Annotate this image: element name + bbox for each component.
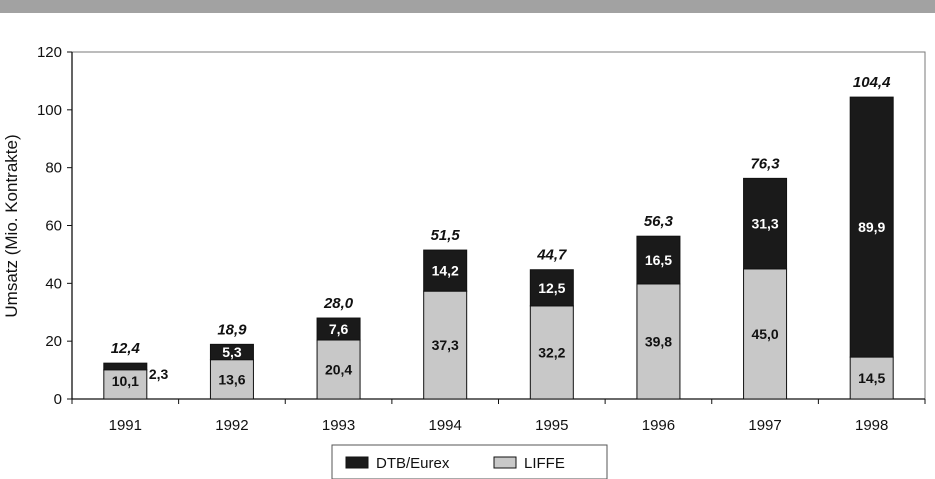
y-tick-label: 20: [45, 333, 62, 350]
bar-total-label: 12,4: [111, 340, 141, 357]
bar-dtb-eurex: [103, 362, 148, 371]
bar-dtb-eurex: [423, 249, 468, 292]
x-tick-label: 1994: [429, 417, 462, 434]
data-label-liffe: 10,1: [112, 373, 139, 389]
y-tick-label: 60: [45, 218, 62, 235]
x-tick-label: 1993: [322, 417, 355, 434]
bar-liffe: [529, 305, 574, 400]
x-tick-label: 1996: [642, 417, 675, 434]
bar-liffe: [316, 339, 361, 400]
legend-label: LIFFE: [524, 455, 565, 472]
bar-dtb-eurex: [316, 317, 361, 341]
data-label-dtb-eurex: 2,3: [149, 366, 169, 382]
data-label-dtb-eurex: 7,6: [329, 321, 349, 337]
data-label-dtb-eurex: 5,3: [222, 344, 242, 360]
bar-total-label: 56,3: [644, 213, 674, 230]
bar-total-label: 44,7: [536, 247, 567, 264]
bar-dtb-eurex: [529, 269, 574, 307]
plot-area: 0 20 40 60 80 100 120 10,1 2,3 12,4 1991 13,6 5,3 18,…: [37, 44, 926, 434]
data-label-dtb-eurex: 16,5: [645, 252, 672, 268]
data-label-liffe: 39,8: [645, 333, 672, 349]
bar-dtb-eurex: [636, 235, 681, 285]
bar-total-label: 18,9: [217, 321, 247, 338]
data-label-liffe: 14,5: [858, 370, 885, 386]
bar-liffe: [849, 356, 894, 400]
bar-total-label: 104,4: [853, 74, 891, 91]
bar-dtb-eurex: [849, 96, 894, 358]
bar-dtb-eurex: [743, 177, 788, 270]
y-axis-label: Umsatz (Mio. Kontrakte): [2, 134, 21, 317]
x-tick-label: 1991: [109, 417, 142, 434]
legend-swatch: [345, 456, 369, 469]
data-label-liffe: 13,6: [218, 371, 245, 387]
y-tick-label: 120: [37, 44, 62, 61]
data-label-dtb-eurex: 12,5: [538, 280, 565, 296]
data-label-liffe: 32,2: [538, 344, 565, 360]
y-tick-label: 40: [45, 275, 62, 292]
bar-liffe: [103, 369, 148, 400]
x-tick-label: 1995: [535, 417, 568, 434]
data-label-liffe: 37,3: [432, 337, 459, 353]
data-label-liffe: 20,4: [325, 362, 352, 378]
x-tick-label: 1997: [748, 417, 781, 434]
plot-frame: [71, 51, 926, 400]
bar-liffe: [209, 359, 254, 400]
x-tick-label: 1998: [855, 417, 888, 434]
legend-box: [331, 444, 608, 479]
bar-dtb-eurex: [209, 343, 254, 361]
legend-swatch: [493, 456, 517, 469]
bar-total-label: 76,3: [750, 155, 780, 172]
bar-total-label: 28,0: [323, 295, 354, 312]
y-tick-label: 80: [45, 160, 62, 177]
bar-liffe: [743, 268, 788, 400]
data-label-dtb-eurex: 14,2: [432, 263, 459, 279]
x-tick-label: 1992: [215, 417, 248, 434]
data-label-dtb-eurex: 89,9: [858, 219, 885, 235]
bar-liffe: [636, 283, 681, 400]
bar-total-label: 51,5: [431, 227, 461, 244]
data-label-liffe: 45,0: [751, 326, 778, 342]
y-tick-label: 100: [37, 102, 62, 119]
bar-liffe: [423, 290, 468, 400]
data-label-dtb-eurex: 31,3: [751, 216, 778, 232]
legend-label: DTB/Eurex: [376, 455, 450, 472]
legend: DTB/Eurex LIFFE: [331, 444, 608, 479]
top-banner: [0, 0, 935, 13]
y-tick-label: 0: [54, 391, 62, 408]
